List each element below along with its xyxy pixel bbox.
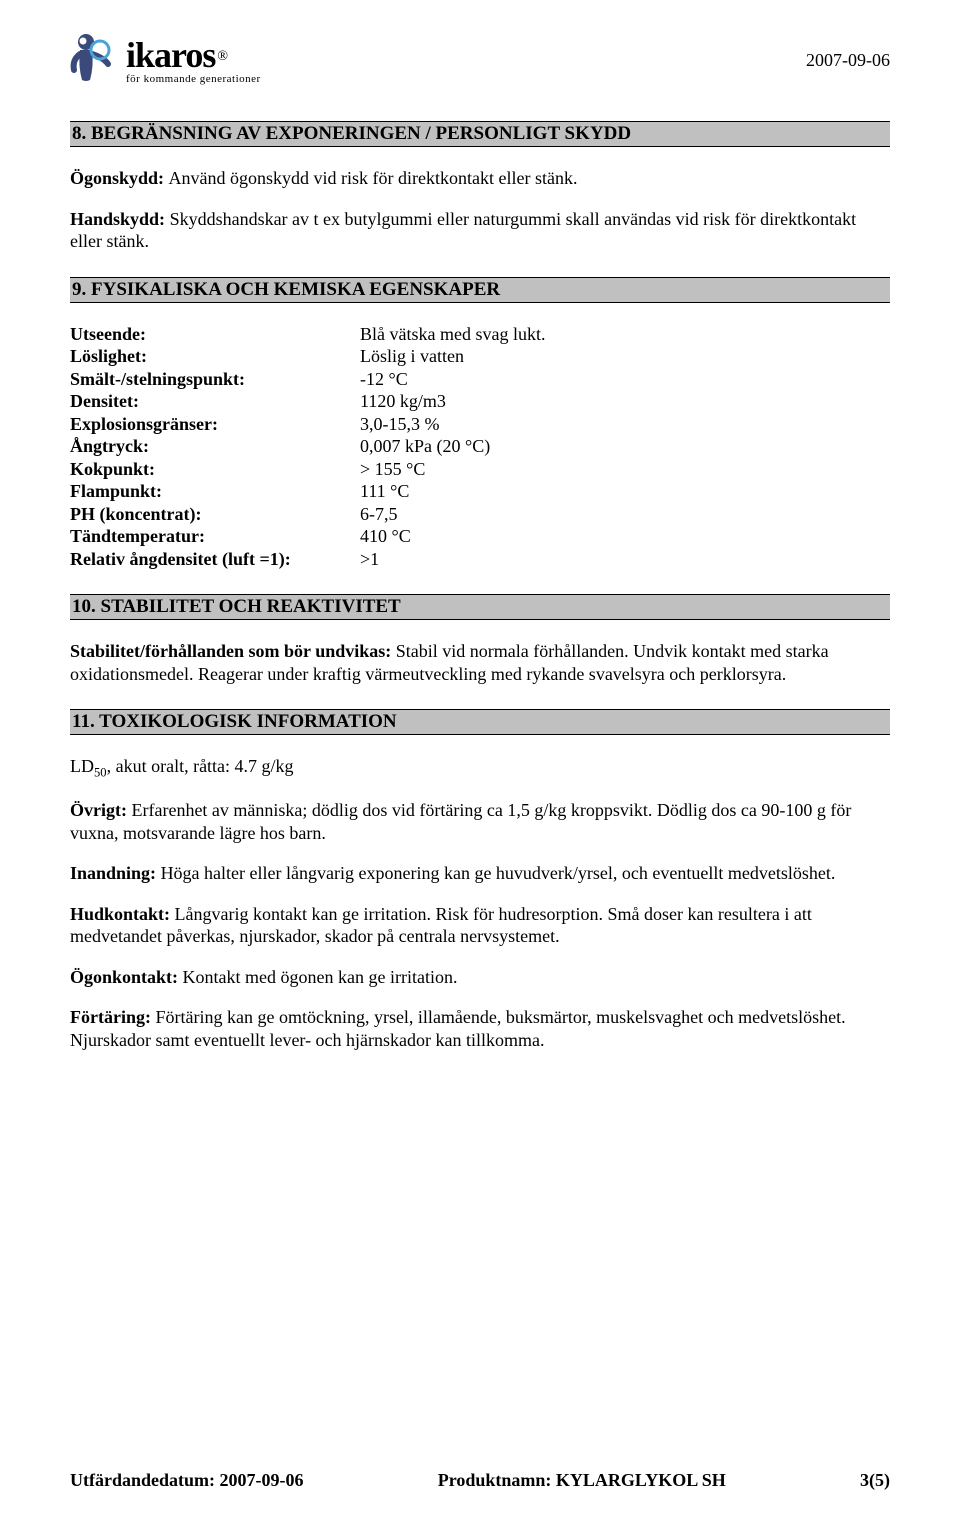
properties-table: Utseende:Blå vätska med svag lukt.Löslig… (70, 323, 890, 571)
label-stability: Stabilitet/förhållanden som bör undvikas… (70, 641, 396, 661)
property-label: Smält-/stelningspunkt: (70, 368, 360, 391)
property-value: Blå vätska med svag lukt. (360, 323, 890, 346)
text-inandning: Höga halter eller långvarig exponering k… (161, 863, 836, 883)
text-ogonkontakt: Kontakt med ögonen kan ge irritation. (183, 967, 458, 987)
section-8-para-eye: Ögonskydd: Använd ögonskydd vid risk för… (70, 167, 890, 190)
section-8-heading: 8. BEGRÄNSNING AV EXPONERINGEN / PERSONL… (70, 121, 890, 147)
logo-reg-mark: ® (217, 49, 228, 64)
label-ovrigt: Övrigt: (70, 800, 131, 820)
page: ikaros® för kommande generationer 2007-0… (0, 0, 960, 1531)
section-9-heading: 9. FYSIKALISKA OCH KEMISKA EGENSKAPER (70, 277, 890, 303)
logo-subtitle: för kommande generationer (126, 73, 261, 85)
property-label: Explosionsgränser: (70, 413, 360, 436)
property-label: Densitet: (70, 390, 360, 413)
label-hand-protection: Handskydd: (70, 209, 170, 229)
logo-brand: ikaros (126, 35, 215, 75)
property-value: 0,007 kPa (20 °C) (360, 435, 890, 458)
logo: ikaros® för kommande generationer (70, 30, 261, 91)
label-inandning: Inandning: (70, 863, 161, 883)
section-8-para-hand: Handskydd: Skyddshandskar av t ex butylg… (70, 208, 890, 253)
page-header: ikaros® för kommande generationer 2007-0… (70, 30, 890, 91)
footer-left-label: Utfärdandedatum: (70, 1470, 220, 1490)
property-row: Relativ ångdensitet (luft =1):>1 (70, 548, 890, 571)
property-row: PH (koncentrat):6-7,5 (70, 503, 890, 526)
property-row: Smält-/stelningspunkt:-12 °C (70, 368, 890, 391)
property-label: Flampunkt: (70, 480, 360, 503)
footer-center: Produktnamn: KYLARGLYKOL SH (438, 1470, 726, 1491)
property-row: Utseende:Blå vätska med svag lukt. (70, 323, 890, 346)
footer-left: Utfärdandedatum: 2007-09-06 (70, 1470, 304, 1491)
property-label: Tändtemperatur: (70, 525, 360, 548)
logo-brand-line: ikaros® (126, 37, 261, 73)
property-value: 410 °C (360, 525, 890, 548)
section-11-heading: 11. TOXIKOLOGISK INFORMATION (70, 709, 890, 735)
property-row: Löslighet:Löslig i vatten (70, 345, 890, 368)
label-fortaring: Förtäring: (70, 1007, 155, 1027)
property-row: Flampunkt:111 °C (70, 480, 890, 503)
property-label: Ångtryck: (70, 435, 360, 458)
logo-figure-icon (70, 30, 118, 91)
ld50-sub: 50 (94, 766, 107, 780)
footer-center-label: Produktnamn: (438, 1470, 556, 1490)
label-ogonkontakt: Ögonkontakt: (70, 967, 183, 987)
text-hudkontakt: Långvarig kontakt kan ge irritation. Ris… (70, 904, 812, 947)
property-value: 111 °C (360, 480, 890, 503)
text-ovrigt: Erfarenhet av människa; dödlig dos vid f… (70, 800, 851, 843)
property-value: -12 °C (360, 368, 890, 391)
ld50-rest: , akut oralt, råtta: 4.7 g/kg (107, 756, 294, 776)
text-fortaring: Förtäring kan ge omtöckning, yrsel, illa… (70, 1007, 846, 1050)
property-row: Explosionsgränser:3,0-15,3 % (70, 413, 890, 436)
footer-left-value: 2007-09-06 (220, 1470, 304, 1490)
property-label: Utseende: (70, 323, 360, 346)
property-value: >1 (360, 548, 890, 571)
property-value: 6-7,5 (360, 503, 890, 526)
page-footer: Utfärdandedatum: 2007-09-06 Produktnamn:… (70, 1470, 890, 1491)
footer-right: 3(5) (860, 1470, 890, 1491)
property-value: > 155 °C (360, 458, 890, 481)
section-11-ogonkontakt: Ögonkontakt: Kontakt med ögonen kan ge i… (70, 966, 890, 989)
header-date: 2007-09-06 (806, 50, 890, 71)
ld50-prefix: LD (70, 756, 94, 776)
text-eye-protection: Använd ögonskydd vid risk för direktkont… (169, 168, 578, 188)
section-11-hudkontakt: Hudkontakt: Långvarig kontakt kan ge irr… (70, 903, 890, 948)
section-11-ld50: LD50, akut oralt, råtta: 4.7 g/kg (70, 755, 890, 781)
footer-center-value: KYLARGLYKOL SH (556, 1470, 726, 1490)
property-row: Ångtryck:0,007 kPa (20 °C) (70, 435, 890, 458)
section-11-fortaring: Förtäring: Förtäring kan ge omtöckning, … (70, 1006, 890, 1051)
label-hudkontakt: Hudkontakt: (70, 904, 175, 924)
label-eye-protection: Ögonskydd: (70, 168, 169, 188)
property-label: Relativ ångdensitet (luft =1): (70, 548, 360, 571)
property-label: Kokpunkt: (70, 458, 360, 481)
property-value: Löslig i vatten (360, 345, 890, 368)
property-value: 3,0-15,3 % (360, 413, 890, 436)
property-row: Tändtemperatur:410 °C (70, 525, 890, 548)
property-row: Kokpunkt:> 155 °C (70, 458, 890, 481)
section-11-ovrigt: Övrigt: Erfarenhet av människa; dödlig d… (70, 799, 890, 844)
section-10-para: Stabilitet/förhållanden som bör undvikas… (70, 640, 890, 685)
text-hand-protection: Skyddshandskar av t ex butylgummi eller … (70, 209, 856, 252)
property-label: Löslighet: (70, 345, 360, 368)
logo-text: ikaros® för kommande generationer (126, 37, 261, 85)
section-11-inandning: Inandning: Höga halter eller långvarig e… (70, 862, 890, 885)
property-value: 1120 kg/m3 (360, 390, 890, 413)
section-10-heading: 10. STABILITET OCH REAKTIVITET (70, 594, 890, 620)
property-label: PH (koncentrat): (70, 503, 360, 526)
property-row: Densitet:1120 kg/m3 (70, 390, 890, 413)
